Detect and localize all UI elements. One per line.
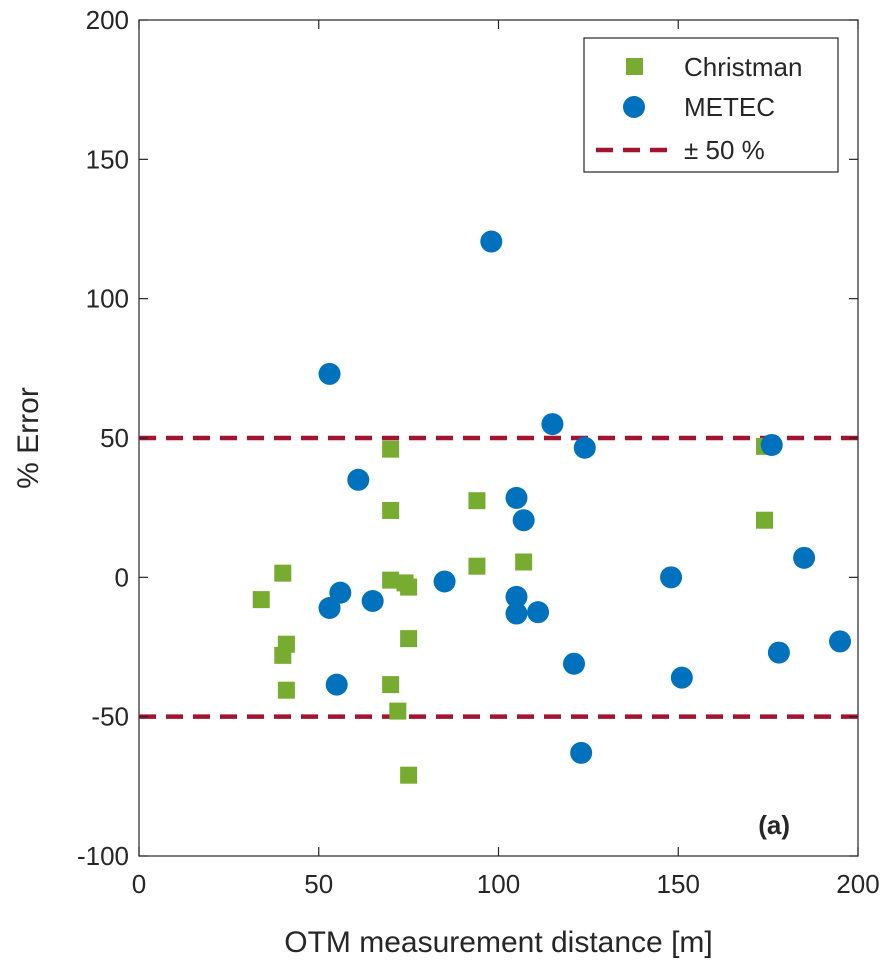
y-tick-label: 200 xyxy=(86,5,129,35)
metec-point xyxy=(318,596,341,619)
metec-point xyxy=(505,585,528,608)
christman-point xyxy=(389,702,407,720)
christman-point xyxy=(400,578,418,596)
metec-point xyxy=(361,590,384,613)
metec-point xyxy=(760,433,783,456)
metec-point xyxy=(573,436,596,459)
christman-point xyxy=(468,557,486,575)
christman-point xyxy=(277,635,295,653)
legend: Christman METEC ± 50 % xyxy=(583,37,839,173)
y-tick-label: 100 xyxy=(86,284,129,314)
legend-limit-label: ± 50 % xyxy=(684,135,765,165)
metec-point xyxy=(767,641,790,664)
christman-point xyxy=(515,553,533,571)
y-tick-label: 150 xyxy=(86,144,129,174)
christman-point xyxy=(400,630,418,648)
metec-point xyxy=(512,509,535,532)
christman-point xyxy=(274,564,292,582)
metec-point xyxy=(347,468,370,491)
christman-point xyxy=(252,591,270,609)
christman-point xyxy=(468,492,486,510)
metec-point xyxy=(793,546,816,569)
christman-point xyxy=(400,766,418,784)
metec-point xyxy=(329,581,352,604)
x-tick-label: 200 xyxy=(836,869,879,899)
legend-metec-label: METEC xyxy=(684,92,775,122)
christman-point xyxy=(382,501,400,519)
christman-point xyxy=(756,511,774,529)
metec-point xyxy=(570,741,593,764)
metec-point xyxy=(527,601,550,624)
metec-point xyxy=(562,652,585,675)
reference-lines xyxy=(139,435,858,719)
x-tick-label: 0 xyxy=(132,869,146,899)
metec-point xyxy=(505,486,528,509)
metec-point xyxy=(660,566,683,589)
x-axis-label: OTM measurement distance [m] xyxy=(284,926,712,959)
metec-point xyxy=(505,602,528,625)
y-tick-label: 50 xyxy=(100,423,129,453)
christman-point xyxy=(382,440,400,458)
axis-ticks xyxy=(138,19,859,857)
metec-point xyxy=(433,570,456,593)
x-tick-label: 50 xyxy=(304,869,333,899)
metec-point xyxy=(829,630,852,653)
panel-label: (a) xyxy=(758,810,790,840)
data-markers xyxy=(252,230,852,784)
christman-point xyxy=(382,571,400,589)
y-tick-label: -100 xyxy=(77,841,129,871)
y-tick-label: 0 xyxy=(115,562,129,592)
y-axis-label: % Error xyxy=(12,387,45,489)
tick-labels: 0 50 100 150 200 -100 -50 0 50 100 150 200 xyxy=(77,5,880,899)
christman-point xyxy=(277,681,295,699)
y-tick-label: -50 xyxy=(91,702,129,732)
legend-christman-marker-icon xyxy=(626,58,643,75)
metec-point xyxy=(541,413,564,436)
christman-point xyxy=(382,676,400,694)
x-tick-label: 150 xyxy=(657,869,700,899)
legend-metec-marker-icon xyxy=(623,96,645,118)
metec-point xyxy=(325,673,348,696)
metec-point xyxy=(670,666,693,689)
metec-point xyxy=(480,230,503,253)
legend-christman-label: Christman xyxy=(684,52,802,82)
metec-point xyxy=(318,362,341,385)
x-tick-label: 100 xyxy=(477,869,520,899)
